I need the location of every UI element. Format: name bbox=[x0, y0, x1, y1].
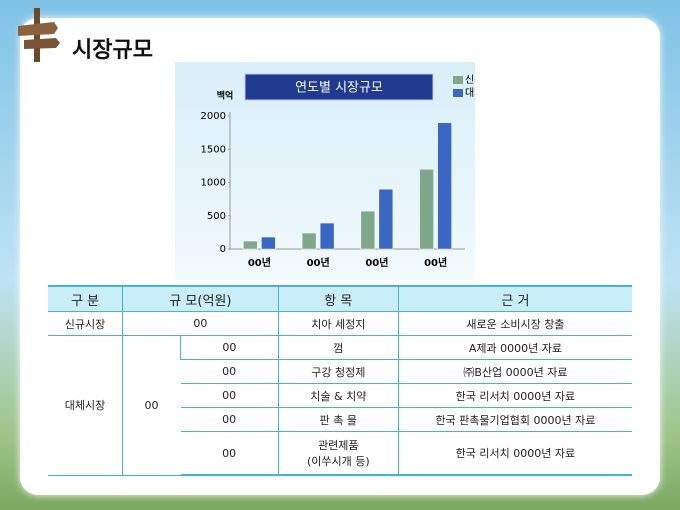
x-tick-label: 00년 bbox=[307, 256, 330, 269]
table-cell: 껌 bbox=[277, 335, 399, 360]
bar bbox=[243, 240, 258, 250]
chart-title-box bbox=[244, 73, 434, 101]
chart: 연도별 시장규모 백억 0 500 1000 1500 2000 00년 00년 00년 00년… bbox=[201, 73, 483, 269]
x-tick-label: 00년 bbox=[365, 256, 388, 269]
header-cell: 구 분 bbox=[48, 285, 123, 312]
table-cell: 00 bbox=[122, 311, 279, 336]
table-cell: 00 bbox=[180, 335, 279, 360]
table-row: 00 구강 청정제 ㈜B산업 0000년 자료 bbox=[48, 359, 632, 384]
bar bbox=[319, 222, 335, 250]
table-cell: 00 bbox=[180, 383, 279, 408]
y-tick-label: 1000 bbox=[201, 178, 226, 189]
table-cell: 구강 청정제 bbox=[277, 359, 399, 384]
legend-label: 대체 bbox=[465, 87, 475, 99]
header-cell: 규 모(억원) bbox=[122, 285, 279, 312]
table-cell: 00 bbox=[122, 335, 181, 476]
table-row: 00 판 촉 물 한국 판촉물기업협회 0000년 자료 bbox=[48, 407, 632, 432]
table-row: 대체시장 00 00 껌 A제과 0000년 자료 bbox=[48, 335, 632, 476]
y-tick-label: 500 bbox=[207, 211, 226, 222]
legend-swatch bbox=[453, 76, 463, 84]
legend-label: 신규 bbox=[465, 74, 475, 86]
table-cell: 00 bbox=[180, 431, 279, 476]
table-cell: 신규시장 bbox=[48, 311, 123, 336]
page-title: 시장규모 bbox=[72, 38, 153, 63]
table-cell: 새로운 소비시장 창출 bbox=[397, 311, 632, 336]
y-axis-label: 백억 bbox=[217, 90, 234, 102]
bar bbox=[301, 232, 317, 250]
y-tick-label: 0 bbox=[220, 244, 226, 255]
table-cell: A제과 0000년 자료 bbox=[397, 335, 632, 360]
signpost-icon bbox=[18, 8, 60, 62]
header-cell: 근 거 bbox=[397, 285, 632, 312]
table-cell: 관련제품 (이쑤시개 등) bbox=[277, 431, 399, 476]
y-tick-label: 1500 bbox=[201, 144, 226, 155]
table-cell: 한국 리서치 0000년 자료 bbox=[397, 431, 632, 476]
table-cell: 대체시장 bbox=[48, 335, 123, 476]
table-row: 00 치술 & 치약 한국 리서치 0000년 자료 bbox=[48, 383, 632, 408]
table-cell: 치술 & 치약 bbox=[277, 383, 399, 408]
table-cell: 한국 리서치 0000년 자료 bbox=[397, 383, 632, 408]
table-cell: 치아 세정지 bbox=[277, 311, 399, 336]
y-tick-label: 2000 bbox=[201, 111, 226, 122]
x-tick-label: 00년 bbox=[248, 256, 271, 269]
table-cell: 00 bbox=[180, 359, 279, 384]
table-row: 00 관련제품 (이쑤시개 등) 한국 리서치 0000년 자료 bbox=[48, 431, 632, 476]
chart-title: 연도별 시장규모 bbox=[295, 81, 383, 96]
bar bbox=[437, 122, 452, 250]
x-tick-label: 00년 bbox=[424, 256, 447, 269]
table-row: 신규시장 00 치아 세정지 새로운 소비시장 창출 bbox=[48, 311, 632, 336]
bar bbox=[261, 236, 276, 250]
legend-swatch bbox=[453, 89, 463, 97]
bar bbox=[360, 210, 376, 250]
table-cell: 판 촉 물 bbox=[277, 407, 399, 432]
bar bbox=[419, 168, 434, 250]
chart-panel: 연도별 시장규모 백억 0 500 1000 1500 2000 00년 00년 00년 00년… bbox=[175, 62, 483, 280]
header-cell: 항 목 bbox=[277, 285, 399, 312]
bar bbox=[378, 188, 394, 250]
table-cell: ㈜B산업 0000년 자료 bbox=[397, 359, 632, 384]
table-cell: 00 bbox=[180, 407, 279, 432]
table-cell: 한국 판촉물기업협회 0000년 자료 bbox=[397, 407, 632, 432]
